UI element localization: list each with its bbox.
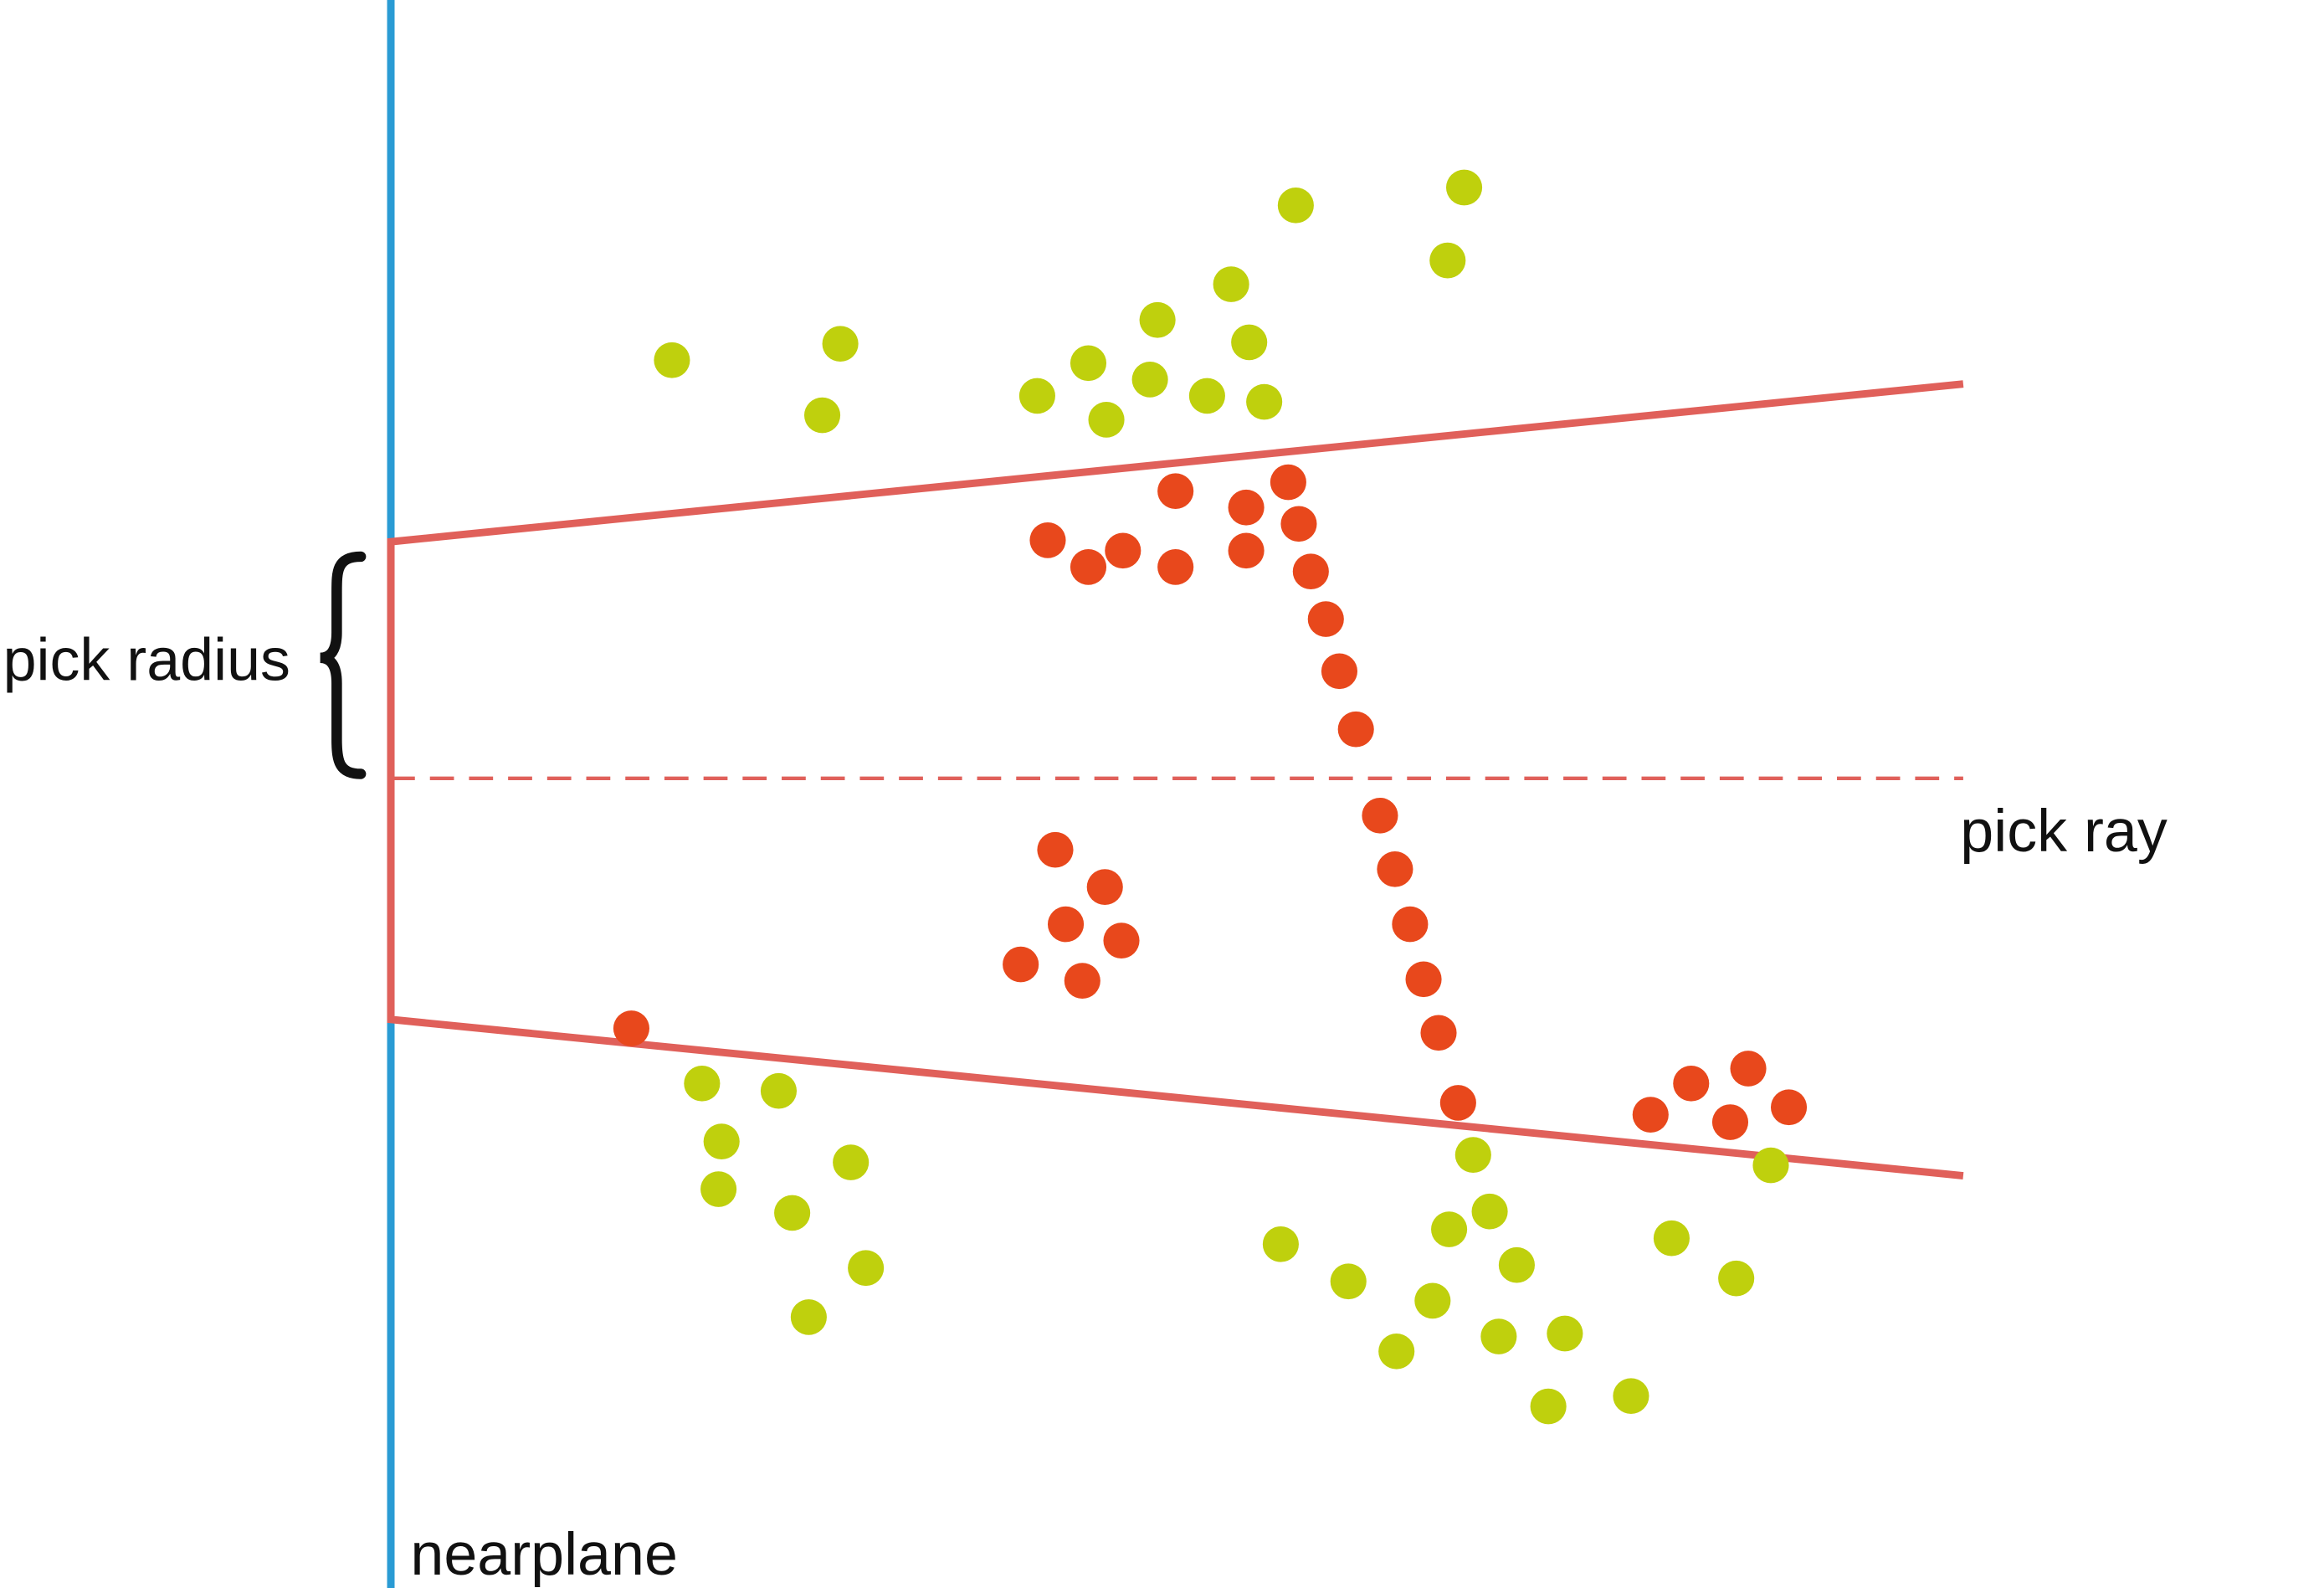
unselected-point <box>1530 1388 1567 1425</box>
unselected-point <box>1414 1282 1451 1319</box>
selected-point <box>1292 553 1329 590</box>
unselected-point <box>1213 266 1249 302</box>
selected-point <box>1730 1051 1767 1087</box>
pick-ray-label: pick ray <box>1960 798 2168 865</box>
selected-point <box>1070 549 1107 585</box>
point-layer <box>613 169 1808 1425</box>
unselected-point <box>774 1195 811 1231</box>
selected-point <box>1105 532 1141 569</box>
selected-point <box>1228 489 1265 526</box>
selected-point <box>1420 1015 1457 1051</box>
unselected-point <box>1018 378 1055 414</box>
unselected-point <box>654 342 690 378</box>
unselected-point <box>1429 242 1466 279</box>
selected-point <box>1770 1089 1808 1126</box>
selected-point <box>1362 797 1398 834</box>
unselected-point <box>790 1299 827 1335</box>
unselected-point <box>703 1123 740 1159</box>
unselected-point <box>1246 383 1283 420</box>
unselected-point <box>760 1072 798 1109</box>
unselected-point <box>1231 324 1268 361</box>
selected-point <box>1280 506 1317 542</box>
unselected-point <box>1378 1333 1415 1370</box>
unselected-point <box>1431 1211 1468 1247</box>
selected-point <box>1673 1065 1710 1102</box>
selected-point <box>1632 1097 1669 1133</box>
pick-radius-brace <box>320 551 367 779</box>
unselected-point <box>1454 1137 1491 1173</box>
selected-point <box>613 1010 649 1046</box>
unselected-point <box>1277 188 1314 224</box>
selected-point <box>1377 851 1413 887</box>
unselected-point <box>822 326 859 362</box>
unselected-point <box>1139 301 1176 338</box>
unselected-point <box>1613 1378 1649 1414</box>
selected-point <box>1157 549 1194 585</box>
unselected-point <box>1480 1318 1517 1354</box>
selected-point <box>1228 532 1265 569</box>
unselected-point <box>1718 1260 1755 1297</box>
unselected-point <box>833 1144 870 1180</box>
unselected-point <box>1188 378 1225 414</box>
unselected-point <box>1752 1147 1789 1184</box>
selected-point <box>1405 961 1442 998</box>
selected-point <box>1086 869 1123 905</box>
selected-point <box>1103 922 1140 958</box>
unselected-point <box>1131 362 1168 398</box>
selected-point <box>1439 1085 1476 1121</box>
selected-point <box>1321 653 1358 690</box>
unselected-point <box>700 1171 737 1207</box>
unselected-point <box>1445 169 1483 206</box>
unselected-point <box>1653 1220 1690 1257</box>
unselected-point <box>1330 1263 1367 1300</box>
unselected-point <box>1070 345 1107 382</box>
unselected-point <box>848 1250 885 1287</box>
selected-point <box>1037 831 1074 868</box>
unselected-point <box>1471 1193 1508 1230</box>
unselected-point <box>1262 1226 1299 1262</box>
pick-radius-label: pick radius <box>3 627 290 694</box>
selected-point <box>1307 601 1344 637</box>
selected-point <box>1047 906 1085 943</box>
pick-frustum-outline <box>387 380 1964 1179</box>
unselected-point <box>803 397 841 434</box>
selected-point <box>1157 473 1194 510</box>
unselected-point <box>1498 1246 1535 1283</box>
nearplane-label: nearplane <box>410 1521 678 1588</box>
selected-point <box>1064 963 1100 999</box>
selected-point <box>1029 522 1066 558</box>
selected-point <box>1003 946 1039 983</box>
selected-point <box>1392 906 1429 943</box>
selected-point <box>1270 464 1306 501</box>
unselected-point <box>684 1065 721 1102</box>
unselected-point <box>1088 402 1125 438</box>
selected-point <box>1711 1104 1749 1140</box>
selected-point <box>1337 711 1374 748</box>
unselected-point <box>1547 1315 1583 1352</box>
